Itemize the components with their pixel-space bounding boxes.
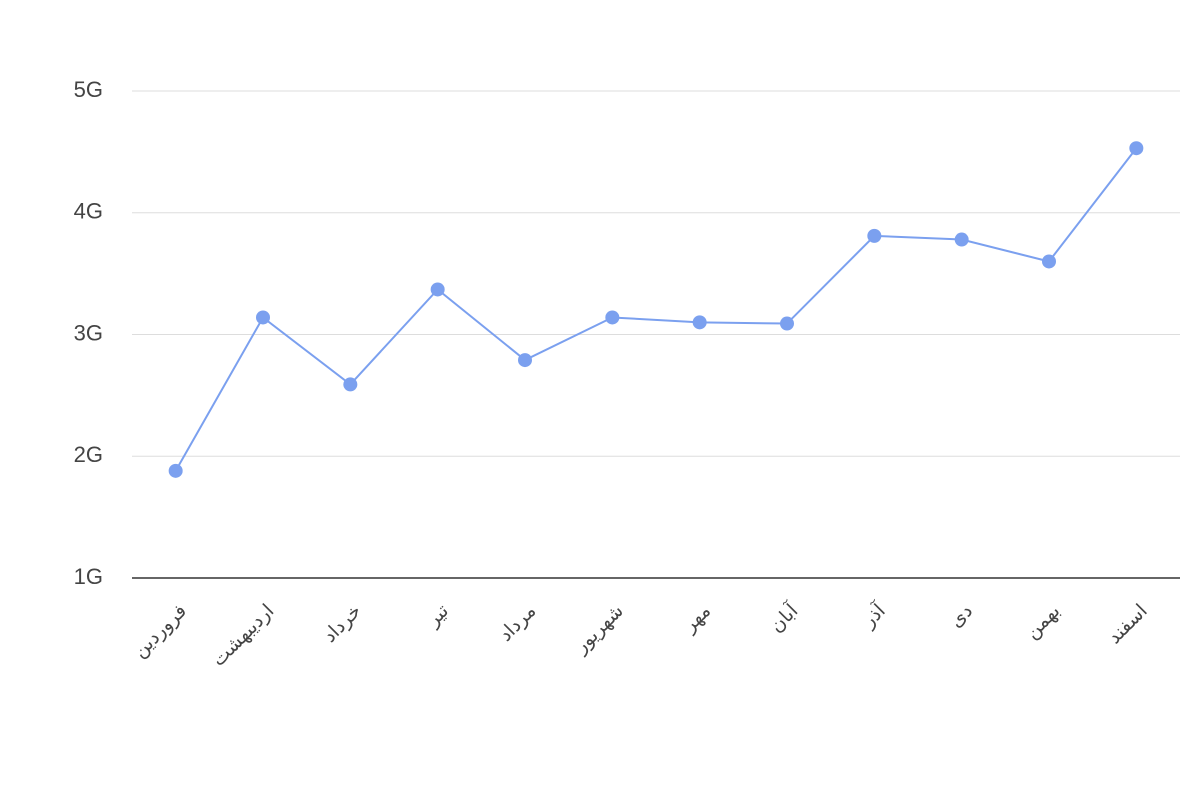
line [174, 147, 1138, 472]
point [780, 316, 794, 331]
y-tick-label: 5G [74, 77, 103, 102]
x-tick-label: خرداد [319, 600, 366, 647]
point [168, 463, 183, 478]
point [430, 282, 445, 297]
point [1042, 254, 1056, 269]
x-tick-label: بهمن [1021, 600, 1064, 643]
y-tick-label: 4G [74, 199, 103, 224]
x-tick-label: شهریور [569, 600, 627, 658]
point [518, 353, 532, 368]
point [692, 315, 707, 330]
x-tick-label: مرداد [495, 600, 541, 646]
point [954, 232, 969, 247]
x-tick-label: اسفند [1103, 600, 1151, 648]
point [256, 310, 270, 325]
x-tick-label: فروردین [129, 600, 191, 662]
y-tick-label: 2G [74, 442, 103, 467]
point [605, 310, 620, 325]
point [343, 377, 358, 392]
y-tick-label: 1G [74, 564, 103, 589]
x-tick-label: تیر [422, 600, 453, 631]
x-tick-label: اردیبهشت [207, 600, 278, 671]
x-tick-label: دی [945, 600, 977, 632]
point [1129, 141, 1144, 156]
x-tick-label: مهر [678, 600, 715, 637]
y-tick-label: 3G [74, 320, 103, 345]
x-tick-label: آذر [856, 598, 890, 632]
x-tick-label: آبان [764, 598, 803, 637]
point [867, 228, 882, 243]
